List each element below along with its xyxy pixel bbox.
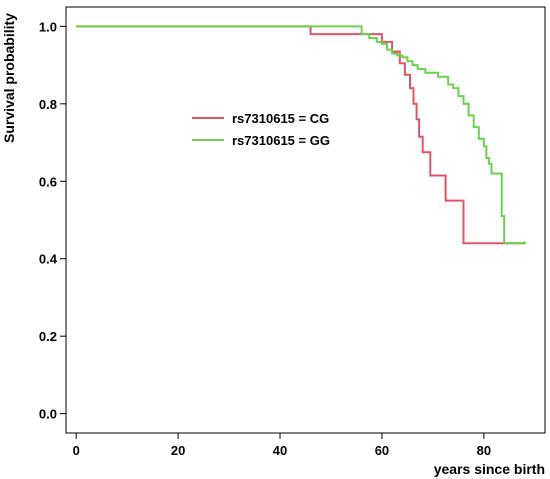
x-tick-label: 60 <box>375 443 389 458</box>
y-tick-label: 0.6 <box>39 174 57 189</box>
series-line-cg <box>76 25 525 245</box>
x-tick-label: 0 <box>73 443 80 458</box>
series-line-gg <box>76 25 526 245</box>
y-tick-label: 0.2 <box>39 329 57 344</box>
y-tick-label: 1.0 <box>39 19 57 34</box>
x-tick-label: 20 <box>171 443 185 458</box>
y-tick-label: 0.0 <box>39 407 57 422</box>
y-axis-ticks: 0.0 0.2 0.4 0.6 0.8 1.0 <box>39 19 66 422</box>
x-axis-ticks: 0 20 40 60 80 <box>73 433 491 458</box>
legend: rs7310615 = CG rs7310615 = GG <box>192 111 330 148</box>
legend-label-gg: rs7310615 = GG <box>232 133 330 148</box>
x-tick-label: 40 <box>273 443 287 458</box>
series-lines <box>76 25 526 245</box>
plot-border <box>65 6 546 434</box>
plot-frame <box>65 6 546 434</box>
y-tick-label: 0.4 <box>39 252 58 267</box>
y-tick-label: 0.8 <box>39 97 57 112</box>
legend-label-cg: rs7310615 = CG <box>232 111 329 126</box>
y-axis-title: Survival probability <box>1 13 17 143</box>
x-tick-label: 80 <box>477 443 491 458</box>
x-axis-title: years since birth <box>434 461 545 477</box>
